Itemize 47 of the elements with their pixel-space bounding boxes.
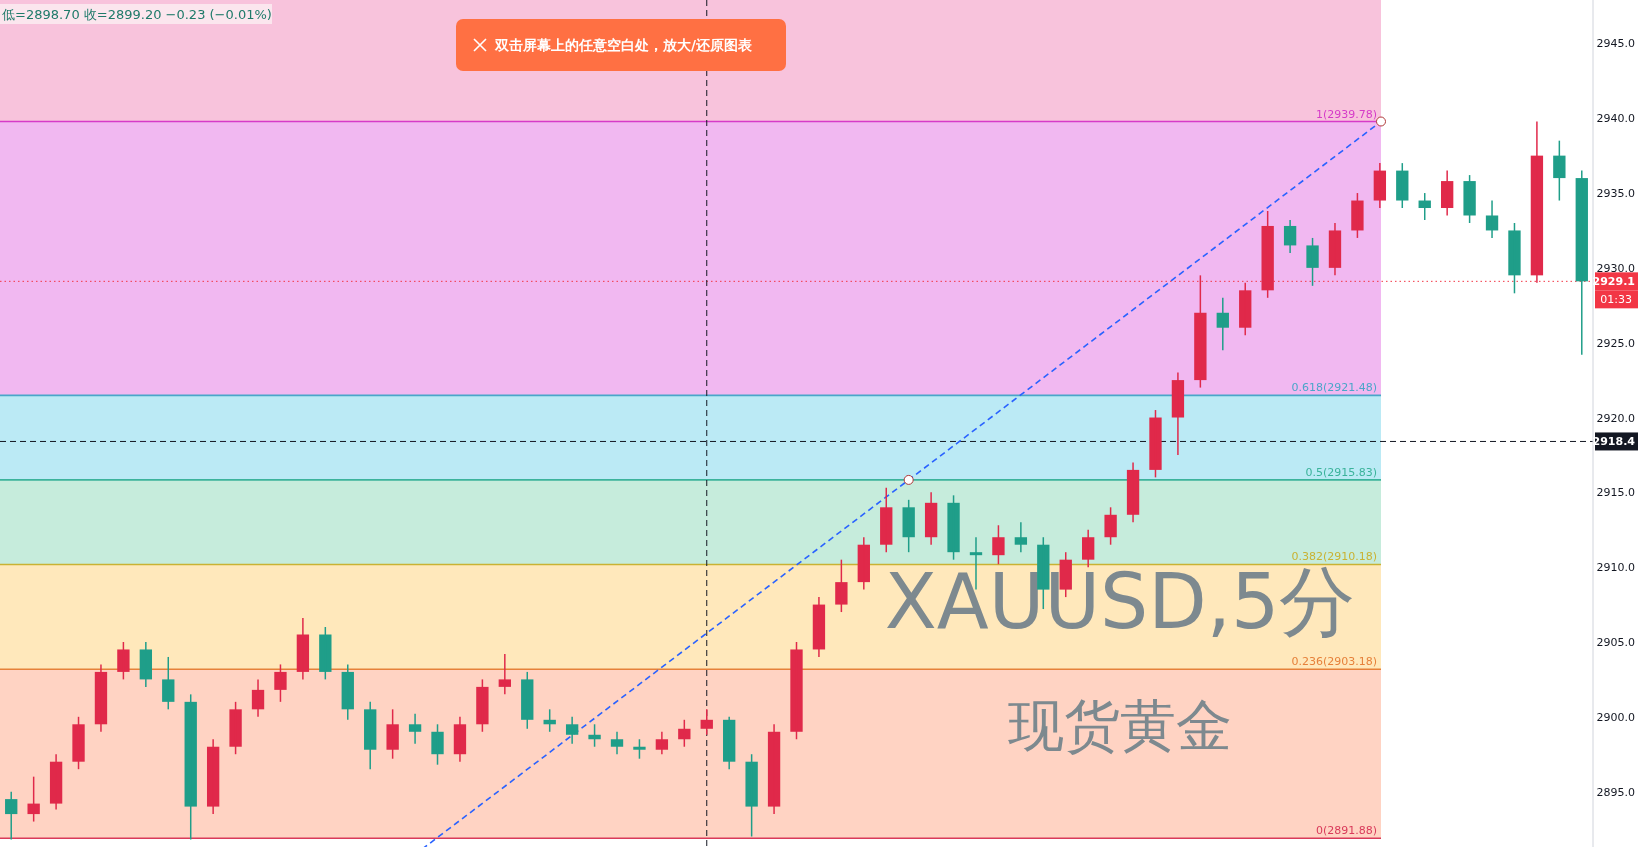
candlestick [431,723,444,766]
candlestick [521,671,534,730]
candlestick [1149,409,1162,479]
candlestick [835,558,848,613]
candlestick [1463,174,1476,224]
text: 01:33 [1600,293,1632,307]
candlestick [745,753,758,838]
candlestick [992,524,1005,565]
candlestick [476,678,489,733]
y-tick-label: 2905.0 [1596,635,1635,649]
candlestick [1194,274,1207,389]
candlestick [633,738,646,760]
ref-line-label: 0.618(2921.48) [1291,381,1377,395]
candlestick [1261,210,1274,299]
candlestick [274,663,287,703]
candlestick [72,716,85,770]
candlestick [1104,506,1117,546]
annotation: 低=2898.70 收=2899.20 −0.23 (−0.01%) [2,7,272,22]
y-tick-label: 2920.0 [1596,411,1635,425]
candlestick [162,656,175,711]
candlestick [27,775,40,823]
candlestick [229,701,242,755]
candlestick [117,641,130,681]
y-tick-label: 2925.0 [1596,336,1635,350]
y-tick-label: 2895.0 [1596,785,1635,799]
candlestick [1553,139,1566,202]
y-tick-label: 2915.0 [1596,486,1635,500]
candlestick [1306,237,1319,287]
candlestick [1508,222,1521,295]
candlestick [947,494,960,561]
ref-line-label: 0.382(2910.18) [1291,550,1377,564]
y-tick-label: 2930.0 [1596,261,1635,275]
ref-line-label: 0(2891.88) [1315,824,1377,838]
y-tick-label: 2900.0 [1596,710,1635,724]
ref-line-label: 1(2939.78) [1315,107,1377,121]
y-tick-label: 2945.0 [1596,37,1635,51]
text: 现货黄金 [1008,693,1232,758]
candlestick [1351,192,1364,239]
y-tick-label: 2935.0 [1596,187,1635,201]
ref-line-label: 0.236(2903.18) [1291,655,1377,669]
candlestick [319,626,332,681]
ref-line-label: 0.5(2915.83) [1305,465,1377,479]
y-tick-label: 2940.0 [1596,112,1635,126]
annotation: 双击屏幕上的任意空白处，放大/还原图表 [494,37,753,53]
candlestick [386,708,399,760]
candlestick [790,641,803,740]
y-tick-label: 2910.0 [1596,561,1635,575]
